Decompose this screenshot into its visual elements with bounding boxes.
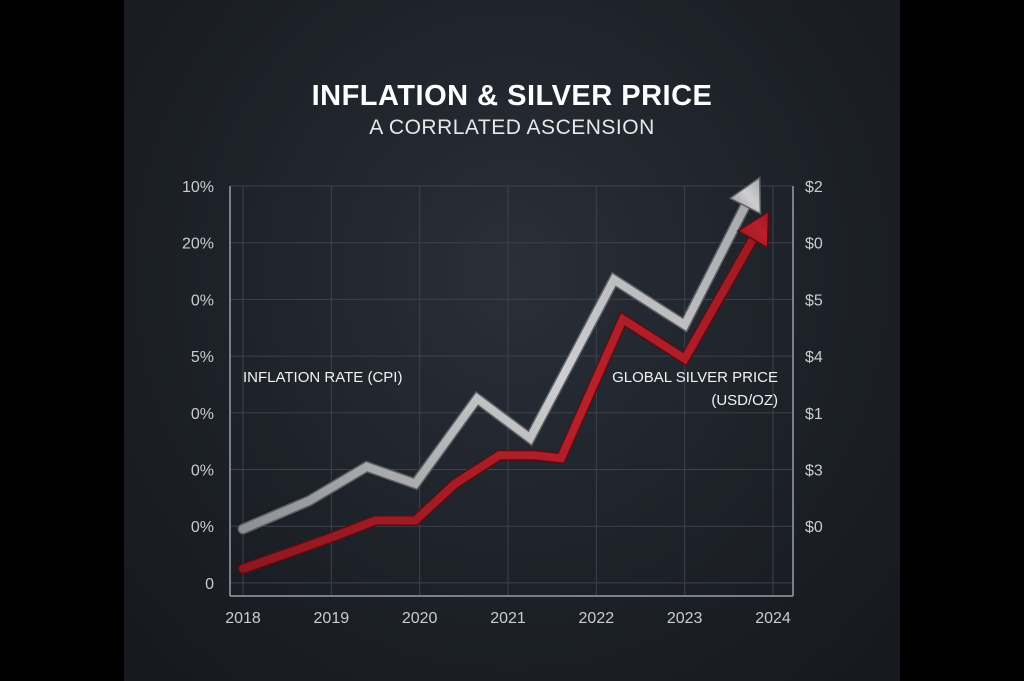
x-tick-label: 2021 bbox=[490, 610, 526, 627]
y-left-tick-label: 20% bbox=[182, 236, 214, 253]
y-left-tick-label: 0% bbox=[191, 463, 214, 480]
series bbox=[237, 176, 770, 575]
silver-line bbox=[239, 235, 757, 573]
x-tick-label: 2019 bbox=[314, 610, 350, 627]
x-tick-label: 2020 bbox=[402, 610, 438, 627]
y-left-tick-label: 10% bbox=[182, 179, 214, 196]
y-right-tick-label: $2 bbox=[805, 179, 823, 196]
y-right-tick-label: $4 bbox=[805, 349, 823, 366]
series-labels: INFLATION RATE (CPI) GLOBAL SILVER PRICE… bbox=[243, 369, 778, 409]
axes bbox=[229, 186, 794, 597]
x-tick-label: 2024 bbox=[755, 610, 791, 627]
y-right-tick-label: $0 bbox=[805, 236, 823, 253]
inflation-line bbox=[239, 202, 750, 533]
y-left-tick-label: 5% bbox=[191, 349, 214, 366]
grid bbox=[230, 185, 793, 596]
x-tick-label: 2023 bbox=[667, 610, 703, 627]
silver-arrowhead bbox=[736, 210, 770, 249]
x-tick-label: 2018 bbox=[225, 610, 261, 627]
y-left-tick-label: 0% bbox=[191, 519, 214, 536]
y-left-tick-label: 0% bbox=[191, 406, 214, 423]
inflation-line-shadow bbox=[237, 200, 751, 535]
silver-series-label-line2: (USD/OZ) bbox=[711, 392, 778, 409]
inflation-arrowhead bbox=[728, 176, 762, 215]
y-right-tick-label: $1 bbox=[805, 406, 823, 423]
x-tick-label: 2022 bbox=[579, 610, 615, 627]
y-right-tick-label: $0 bbox=[805, 519, 823, 536]
y-left-tick-label: 0 bbox=[205, 576, 214, 593]
tick-labels: 10% 20% 0% 5% 0% 0% 0% 0 $2 $0 $5 $4 $1 $3 $0 2018 2019 2… bbox=[182, 179, 823, 627]
y-right-tick-label: $3 bbox=[805, 463, 823, 480]
chart-title: INFLATION & SILVER PRICE bbox=[311, 80, 713, 112]
silver-series-label-line1: GLOBAL SILVER PRICE bbox=[612, 369, 778, 386]
y-right-tick-label: $5 bbox=[805, 292, 823, 309]
chart-subtitle: A CORRLATED ASCENSION bbox=[369, 116, 655, 139]
inflation-series-label: INFLATION RATE (CPI) bbox=[243, 369, 402, 386]
silver-line-shadow bbox=[237, 233, 759, 575]
y-left-tick-label: 0% bbox=[191, 292, 214, 309]
